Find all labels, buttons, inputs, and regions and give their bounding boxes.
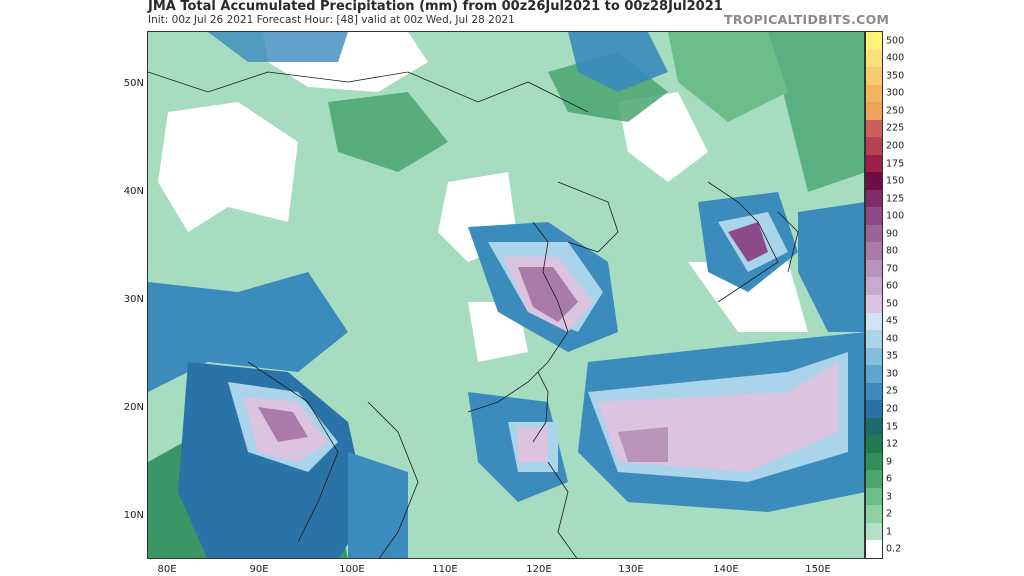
colorbar-level-label: 0.2 xyxy=(886,543,902,555)
lon-label-120e: 120E xyxy=(526,564,552,575)
colorbar-level-label: 90 xyxy=(886,228,899,240)
colorbar-swatch xyxy=(866,487,882,506)
colorbar-swatch xyxy=(866,365,882,384)
colorbar-level-label: 150 xyxy=(886,175,905,187)
colorbar-level-label: 60 xyxy=(886,280,899,292)
colorbar-swatch xyxy=(866,119,882,138)
colorbar-legend xyxy=(865,31,883,559)
dry-region-tibet xyxy=(158,102,298,232)
colorbar-swatch xyxy=(866,400,882,419)
colorbar-level-label: 350 xyxy=(886,70,905,82)
colorbar-swatch xyxy=(866,32,882,51)
precipitation-map xyxy=(147,31,865,559)
colorbar-swatch xyxy=(866,172,882,191)
colorbar-level-label: 20 xyxy=(886,403,899,415)
colorbar-level-label: 15 xyxy=(886,421,899,432)
colorbar-swatch xyxy=(866,522,882,541)
colorbar-level-label: 500 xyxy=(886,35,905,47)
lon-label-130e: 130E xyxy=(618,564,644,575)
colorbar-swatch xyxy=(866,347,882,366)
colorbar-swatch xyxy=(866,382,882,401)
colorbar-level-label: 175 xyxy=(886,158,905,169)
colorbar-level-label: 400 xyxy=(886,52,905,64)
colorbar-swatch xyxy=(866,259,882,278)
colorbar-swatch xyxy=(866,505,882,524)
colorbar-swatch xyxy=(866,137,882,156)
colorbar-swatch xyxy=(866,330,882,349)
colorbar-level-label: 50 xyxy=(886,298,899,310)
colorbar-swatch xyxy=(866,154,882,173)
brand-watermark: TROPICALTIDBITS.COM xyxy=(724,12,890,27)
colorbar-swatch xyxy=(866,189,882,208)
lon-label-150e: 150E xyxy=(805,564,831,575)
lon-label-80e: 80E xyxy=(157,564,177,575)
colorbar-level-label: 225 xyxy=(886,122,905,134)
colorbar-swatch xyxy=(866,49,882,68)
forecast-info: Init: 00z Jul 26 2021 Forecast Hour: [48… xyxy=(148,14,515,26)
colorbar-swatch xyxy=(866,242,882,261)
colorbar-level-label: 45 xyxy=(886,315,899,327)
lon-label-140e: 140E xyxy=(713,564,739,575)
colorbar-level-label: 3 xyxy=(886,491,893,503)
precipitation-field xyxy=(148,32,864,558)
colorbar-swatch xyxy=(866,540,882,559)
lon-label-100e: 100E xyxy=(339,564,365,575)
colorbar-level-label: 25 xyxy=(886,385,899,397)
colorbar-level-label: 1 xyxy=(886,526,893,538)
colorbar-swatch xyxy=(866,224,882,243)
colorbar-swatch xyxy=(866,435,882,454)
colorbar-swatch xyxy=(866,207,882,226)
coastlines xyxy=(148,71,799,558)
colorbar-swatch xyxy=(866,295,882,314)
colorbar-level-label: 125 xyxy=(886,193,905,205)
colorbar-swatch xyxy=(866,277,882,296)
colorbar-swatch xyxy=(866,470,882,489)
lat-label-30n: 30N xyxy=(123,294,144,305)
lat-label-20n: 20N xyxy=(123,402,144,413)
colorbar-level-label: 250 xyxy=(886,105,905,117)
colorbar-level-label: 2 xyxy=(886,508,893,520)
lat-label-50n: 50N xyxy=(123,78,144,89)
colorbar-level-label: 6 xyxy=(886,473,893,485)
colorbar-swatch xyxy=(866,102,882,121)
colorbar-level-label: 70 xyxy=(886,263,899,275)
colorbar-level-label: 35 xyxy=(886,350,899,362)
colorbar-swatch xyxy=(866,452,882,471)
lon-label-90e: 90E xyxy=(249,564,269,575)
colorbar-level-label: 40 xyxy=(886,333,899,345)
colorbar-swatch xyxy=(866,84,882,103)
colorbar-swatch xyxy=(866,312,882,331)
dry-region-manchuria xyxy=(618,92,708,182)
map-title: JMA Total Accumulated Precipitation (mm)… xyxy=(148,0,723,14)
colorbar-level-label: 100 xyxy=(886,210,905,222)
dry-region-sea-of-japan xyxy=(688,262,808,332)
colorbar-level-label: 9 xyxy=(886,456,893,468)
colorbar-level-label: 30 xyxy=(886,368,899,380)
lon-label-110e: 110E xyxy=(432,564,458,575)
colorbar-level-label: 12 xyxy=(886,438,899,450)
lat-label-10n: 10N xyxy=(123,510,144,521)
lat-label-40n: 40N xyxy=(123,186,144,197)
colorbar-swatch xyxy=(866,417,882,436)
colorbar-swatch xyxy=(866,67,882,86)
colorbar-level-label: 80 xyxy=(886,245,899,257)
colorbar-level-label: 200 xyxy=(886,140,905,152)
colorbar-level-label: 300 xyxy=(886,87,905,99)
